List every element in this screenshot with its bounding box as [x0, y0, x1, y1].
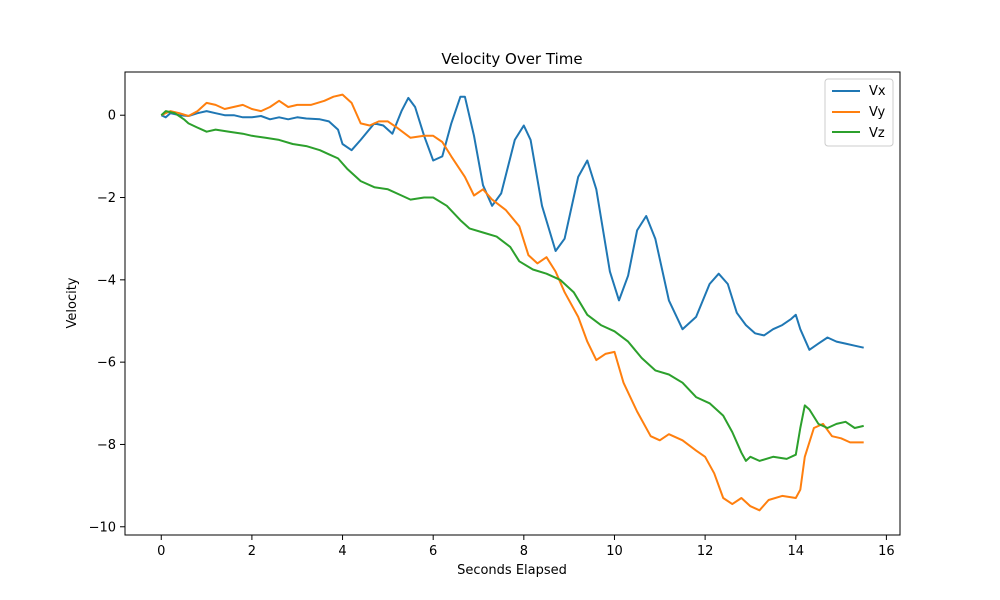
x-tick-label: 14 — [787, 544, 804, 559]
plot-frame — [124, 71, 901, 536]
y-tick-label: −6 — [97, 356, 116, 371]
x-axis: 0 2 4 6 8 10 12 14 16 — [157, 535, 895, 559]
y-tick-label: 0 — [108, 109, 116, 124]
y-tick-label: −8 — [97, 438, 116, 453]
x-tick-label: 0 — [157, 544, 165, 559]
series-line-vz — [160, 110, 864, 462]
x-tick-label: 4 — [338, 544, 346, 559]
y-axis-label: Velocity — [65, 277, 80, 328]
x-tick-label: 2 — [248, 544, 256, 559]
y-tick-label: −2 — [97, 191, 116, 206]
series-line-vx — [160, 95, 864, 351]
series-line-vy — [160, 93, 864, 512]
y-tick-label: −10 — [89, 520, 116, 535]
x-tick-label: 12 — [697, 544, 714, 559]
x-tick-label: 6 — [429, 544, 437, 559]
x-tick-label: 16 — [878, 544, 895, 559]
x-tick-label: 10 — [606, 544, 623, 559]
x-tick-label: 8 — [520, 544, 528, 559]
series-layer — [160, 93, 864, 512]
x-axis-label: Seconds Elapsed — [457, 563, 567, 578]
legend-label-vy: Vy — [869, 105, 886, 120]
legend-label-vz: Vz — [869, 126, 885, 141]
y-axis: 0 −2 −4 −6 −8 −10 — [89, 109, 125, 535]
legend-label-vx: Vx — [869, 84, 886, 99]
y-tick-label: −4 — [97, 273, 116, 288]
legend: Vx Vy Vz — [824, 78, 894, 147]
chart-title: Velocity Over Time — [441, 50, 582, 68]
